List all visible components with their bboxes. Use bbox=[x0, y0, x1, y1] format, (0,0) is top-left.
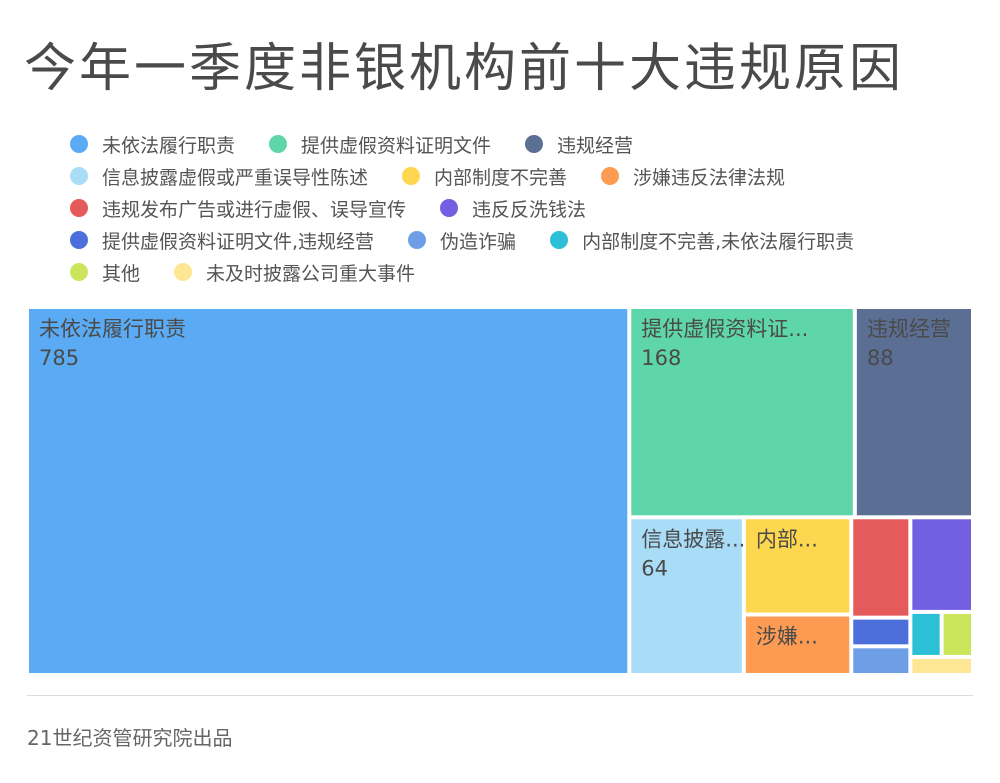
legend-item[interactable]: 信息披露虚假或严重误导性陈述 bbox=[70, 163, 368, 190]
treemap-label: 提供虚假资料证... bbox=[641, 317, 808, 341]
treemap-rect[interactable] bbox=[912, 519, 971, 610]
treemap-cell[interactable] bbox=[943, 613, 971, 655]
legend-item[interactable]: 违规发布广告或进行虚假、误导宣传 bbox=[70, 195, 406, 222]
treemap-cell[interactable]: 违规经营 88 bbox=[856, 309, 971, 516]
treemap-cell[interactable]: 提供虚假资料证... 168 bbox=[631, 309, 853, 516]
legend-item[interactable]: 提供虚假资料证明文件 bbox=[269, 131, 491, 158]
legend-item[interactable]: 未及时披露公司重大事件 bbox=[174, 259, 415, 286]
treemap-cell[interactable]: 涉嫌... bbox=[745, 616, 850, 673]
treemap-rect[interactable] bbox=[29, 309, 628, 673]
treemap-cell[interactable] bbox=[912, 613, 940, 655]
legend-marker bbox=[440, 199, 459, 217]
legend-row: 提供虚假资料证明文件,违规经营 伪造诈骗 内部制度不完善,未依法履行职责 bbox=[70, 224, 970, 256]
footer-divider bbox=[27, 695, 973, 696]
treemap-cell[interactable] bbox=[912, 519, 971, 610]
legend-marker bbox=[70, 135, 88, 153]
treemap-rect[interactable] bbox=[745, 519, 850, 613]
legend-item[interactable]: 内部制度不完善,未依法履行职责 bbox=[550, 227, 854, 254]
legend-marker bbox=[408, 231, 427, 249]
treemap-rect[interactable] bbox=[912, 613, 940, 655]
treemap-cell[interactable] bbox=[912, 658, 971, 673]
legend-label: 其他 bbox=[102, 262, 141, 285]
treemap-value: 64 bbox=[641, 556, 668, 580]
legend: 未依法履行职责 提供虚假资料证明文件 违规经营 信息披露虚假或严重误导性陈述 内部制度不… bbox=[70, 128, 970, 288]
treemap-cell[interactable] bbox=[853, 619, 909, 645]
legend-marker bbox=[269, 135, 288, 153]
legend-label: 内部制度不完善,未依法履行职责 bbox=[582, 230, 855, 253]
legend-label: 未依法履行职责 bbox=[102, 134, 236, 157]
legend-marker bbox=[550, 231, 569, 249]
legend-label: 信息披露虚假或严重误导性陈述 bbox=[102, 166, 369, 189]
legend-item[interactable]: 未依法履行职责 bbox=[70, 131, 235, 158]
legend-label: 涉嫌违反法律法规 bbox=[633, 166, 786, 189]
legend-label: 提供虚假资料证明文件,违规经营 bbox=[102, 230, 375, 253]
treemap-cell[interactable]: 信息披露... 64 bbox=[631, 519, 745, 673]
treemap-value: 88 bbox=[867, 346, 894, 370]
legend-marker bbox=[70, 167, 88, 185]
legend-label: 伪造诈骗 bbox=[440, 230, 517, 253]
source-credit: 21世纪资管研究院出品 bbox=[27, 726, 233, 750]
legend-label: 违规经营 bbox=[557, 134, 634, 157]
treemap-label: 违规经营 bbox=[867, 317, 951, 341]
treemap-label: 内部... bbox=[756, 527, 818, 551]
legend-label: 违规发布广告或进行虚假、误导宣传 bbox=[102, 198, 407, 221]
legend-marker bbox=[70, 263, 88, 281]
legend-marker bbox=[174, 263, 193, 281]
legend-item[interactable]: 提供虚假资料证明文件,违规经营 bbox=[70, 227, 374, 254]
treemap-rect[interactable] bbox=[943, 613, 971, 655]
treemap-cell[interactable] bbox=[853, 648, 909, 673]
chart-title: 今年一季度非银机构前十大违规原因 bbox=[24, 39, 905, 99]
legend-row: 信息披露虚假或严重误导性陈述 内部制度不完善 涉嫌违反法律法规 bbox=[70, 160, 970, 192]
legend-marker bbox=[70, 231, 88, 249]
legend-label: 内部制度不完善 bbox=[434, 166, 568, 189]
treemap-rect[interactable] bbox=[912, 658, 971, 673]
treemap-value: 168 bbox=[641, 346, 681, 370]
legend-item[interactable]: 内部制度不完善 bbox=[402, 163, 567, 190]
treemap-rect[interactable] bbox=[853, 519, 909, 616]
legend-item[interactable]: 涉嫌违反法律法规 bbox=[601, 163, 785, 190]
treemap-rect[interactable] bbox=[745, 616, 850, 673]
legend-marker bbox=[601, 167, 620, 185]
treemap-rect[interactable] bbox=[853, 648, 909, 673]
legend-label: 违反反洗钱法 bbox=[472, 198, 587, 221]
legend-row: 其他 未及时披露公司重大事件 bbox=[70, 256, 970, 288]
legend-marker bbox=[402, 167, 421, 185]
treemap-value: 785 bbox=[39, 346, 79, 370]
treemap-label: 涉嫌... bbox=[756, 625, 818, 649]
treemap-cell[interactable] bbox=[853, 519, 909, 616]
treemap-rect[interactable] bbox=[856, 309, 971, 516]
treemap-rect[interactable] bbox=[853, 619, 909, 645]
treemap-cell[interactable]: 内部... bbox=[745, 519, 850, 613]
legend-item[interactable]: 其他 bbox=[70, 259, 140, 286]
legend-marker bbox=[70, 199, 88, 217]
legend-item[interactable]: 违反反洗钱法 bbox=[440, 195, 586, 222]
treemap-label: 信息披露... bbox=[641, 527, 745, 551]
legend-marker bbox=[525, 135, 544, 153]
legend-row: 未依法履行职责 提供虚假资料证明文件 违规经营 bbox=[70, 128, 970, 160]
legend-label: 未及时披露公司重大事件 bbox=[206, 262, 416, 285]
legend-item[interactable]: 违规经营 bbox=[525, 131, 633, 158]
treemap-rect[interactable] bbox=[631, 309, 853, 516]
legend-row: 违规发布广告或进行虚假、误导宣传 违反反洗钱法 bbox=[70, 192, 970, 224]
legend-item[interactable]: 伪造诈骗 bbox=[408, 227, 516, 254]
treemap-cell[interactable]: 未依法履行职责 785 bbox=[29, 309, 628, 673]
legend-label: 提供虚假资料证明文件 bbox=[301, 134, 492, 157]
treemap-rect[interactable] bbox=[631, 519, 742, 673]
treemap-label: 未依法履行职责 bbox=[39, 317, 186, 341]
